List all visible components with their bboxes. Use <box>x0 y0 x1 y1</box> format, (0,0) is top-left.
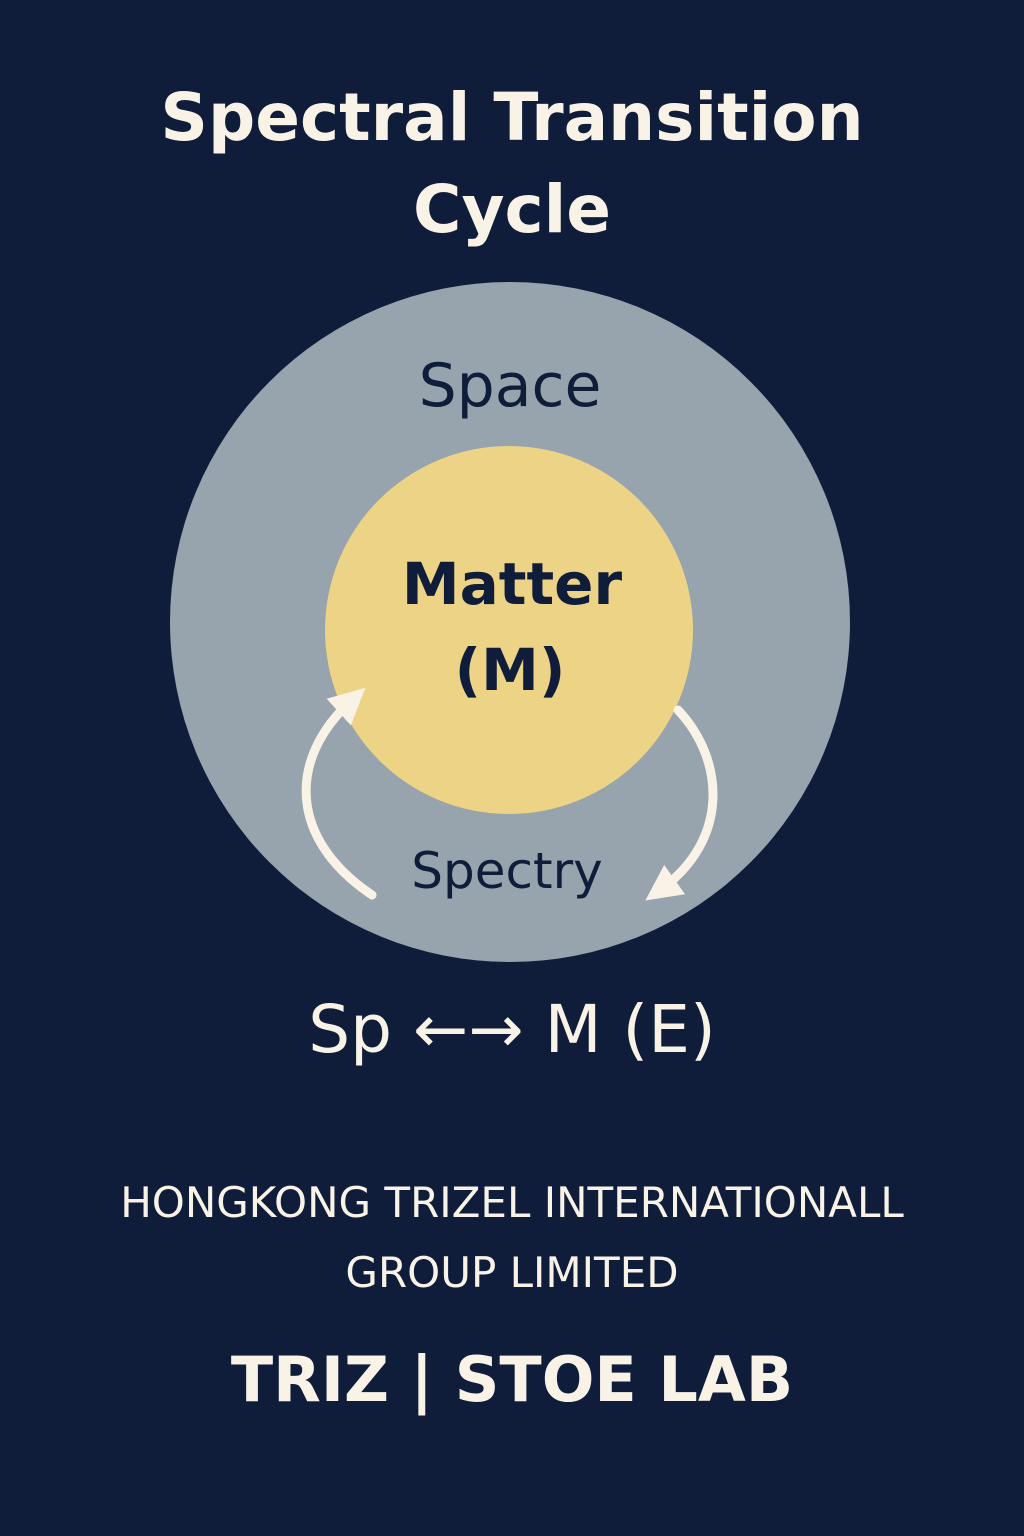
right-cycle-arrow <box>645 705 718 901</box>
page-title: Spectral Transition Cycle <box>0 72 1024 256</box>
company-line-1: HONGKONG TRIZEL INTERNATIONALL <box>120 1178 904 1227</box>
equation-arrow: ←→ <box>413 991 524 1068</box>
title-line-2: Cycle <box>413 171 611 248</box>
company-name: HONGKONG TRIZEL INTERNATIONALL GROUP LIM… <box>0 1168 1024 1308</box>
matter-symbol-label: (M) <box>455 636 566 704</box>
space-label: Space <box>419 351 602 421</box>
matter-label: Matter <box>402 550 623 618</box>
company-line-2: GROUP LIMITED <box>345 1248 679 1297</box>
lab-name: TRIZ | STOE LAB <box>230 1343 794 1416</box>
spectry-label: Spectry <box>411 842 602 900</box>
transition-equation: Sp ←→ M (E) <box>0 990 1024 1070</box>
equation-right: M (E) <box>544 991 716 1068</box>
left-cycle-arrow <box>301 687 377 900</box>
title-line-1: Spectral Transition <box>160 79 864 156</box>
matter-circle <box>325 446 693 814</box>
equation-left: Sp <box>308 991 393 1068</box>
